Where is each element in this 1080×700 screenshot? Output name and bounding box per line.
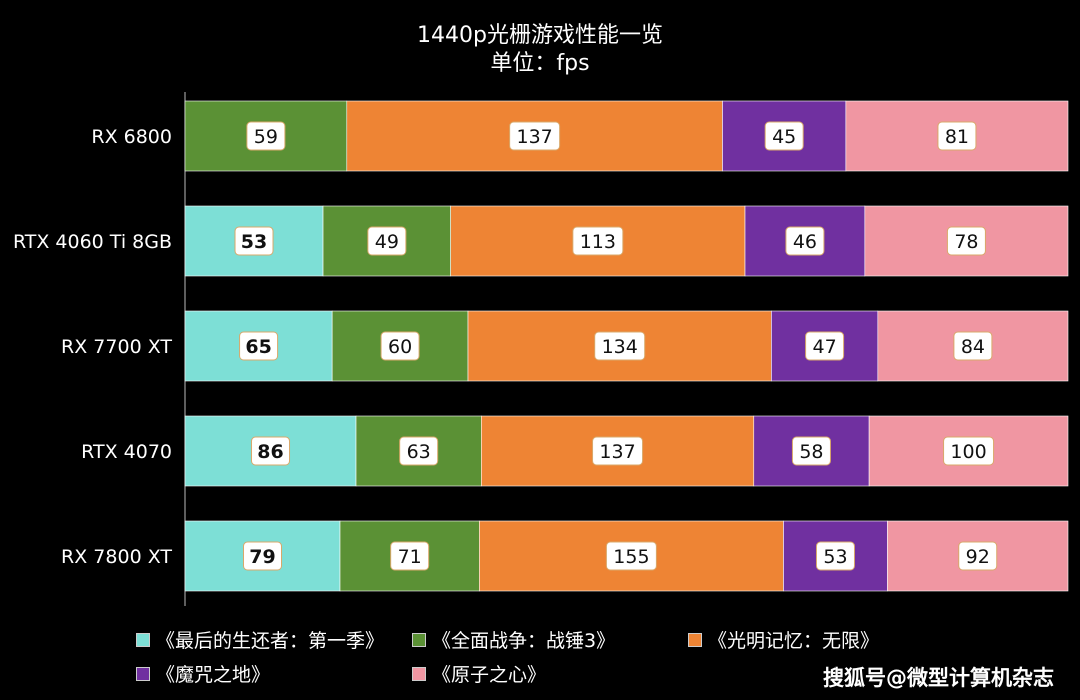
chart-subtitle: 单位：fps <box>490 51 590 76</box>
data-label-box <box>958 541 998 571</box>
category-label: RTX 4060 Ti 8GB <box>13 231 172 253</box>
data-label-box <box>243 541 283 571</box>
legend-item-bright-memory: 《光明记忆：无限》 <box>688 626 879 653</box>
legend-label: 《原子之心》 <box>432 664 547 686</box>
data-label: 134 <box>602 336 638 358</box>
data-label-box <box>594 331 646 361</box>
data-label-box <box>239 331 279 361</box>
data-label-box <box>805 331 845 361</box>
legend-item-atomic-heart: 《原子之心》 <box>412 660 546 687</box>
data-label: 92 <box>966 546 990 568</box>
category-label: RX 7800 XT <box>61 546 172 568</box>
legend-item-forspoken: 《魔咒之地》 <box>136 660 270 687</box>
data-label: 47 <box>813 336 837 358</box>
data-label-box <box>592 436 644 466</box>
data-label: 71 <box>398 546 422 568</box>
data-label: 100 <box>950 441 986 463</box>
data-label-box <box>234 226 274 256</box>
legend-label: 《全面战争：战锤3》 <box>432 630 616 652</box>
data-label-box <box>399 436 439 466</box>
legend-label: 《光明记忆：无限》 <box>708 630 880 652</box>
legend-swatch <box>412 666 426 681</box>
data-label: 137 <box>517 126 553 148</box>
stacked-bar-chart: RX 6800 59 137 45 81 RTX 4060 Ti 8GB 53 49 113 46… <box>13 92 1069 606</box>
data-label: 86 <box>257 441 283 463</box>
legend-item-last-of-us: 《最后的生还者：第一季》 <box>136 626 384 653</box>
data-label: 49 <box>375 231 399 253</box>
data-label-box <box>791 436 831 466</box>
data-label-box <box>946 226 986 256</box>
legend-label: 《魔咒之地》 <box>156 664 271 686</box>
data-label-box <box>251 436 291 466</box>
data-label-box <box>785 226 825 256</box>
data-label: 53 <box>241 231 267 253</box>
data-label: 65 <box>245 336 271 358</box>
data-label-box <box>572 226 624 256</box>
data-label: 63 <box>407 441 431 463</box>
legend-swatch <box>412 632 426 647</box>
category-label: RTX 4070 <box>81 441 172 463</box>
data-label-box <box>509 121 561 151</box>
data-label: 60 <box>388 336 412 358</box>
data-label-box <box>937 121 977 151</box>
category-label: RX 7700 XT <box>61 336 172 358</box>
legend-swatch <box>136 632 150 647</box>
data-label: 81 <box>945 126 969 148</box>
data-label-box <box>953 331 993 361</box>
chart-title: 1440p光栅游戏性能一览 <box>417 23 663 48</box>
data-label-box <box>380 331 420 361</box>
chart-legend: 《最后的生还者：第一季》 《全面战争：战锤3》 《光明记忆：无限》 《魔咒之地》… <box>0 620 1080 700</box>
data-label: 46 <box>793 231 817 253</box>
data-label-box <box>815 541 855 571</box>
data-label-box <box>390 541 430 571</box>
data-label: 45 <box>772 126 796 148</box>
data-label-box <box>367 226 407 256</box>
data-label-box <box>605 541 657 571</box>
data-label: 78 <box>954 231 978 253</box>
data-label: 59 <box>254 126 278 148</box>
data-label: 79 <box>249 546 275 568</box>
data-label-box <box>246 121 286 151</box>
data-label-box <box>764 121 804 151</box>
legend-label: 《最后的生还者：第一季》 <box>156 630 385 652</box>
data-label: 113 <box>580 231 616 253</box>
data-label: 58 <box>799 441 823 463</box>
data-label: 84 <box>961 336 985 358</box>
category-label: RX 6800 <box>91 126 172 148</box>
legend-swatch <box>136 666 150 681</box>
data-label-box <box>943 436 995 466</box>
data-label: 53 <box>823 546 847 568</box>
legend-item-total-war: 《全面战争：战锤3》 <box>412 626 615 653</box>
legend-swatch <box>688 632 702 647</box>
data-label: 137 <box>599 441 635 463</box>
data-label: 155 <box>613 546 649 568</box>
watermark: 搜狐号@微型计算机杂志 <box>823 666 1054 690</box>
